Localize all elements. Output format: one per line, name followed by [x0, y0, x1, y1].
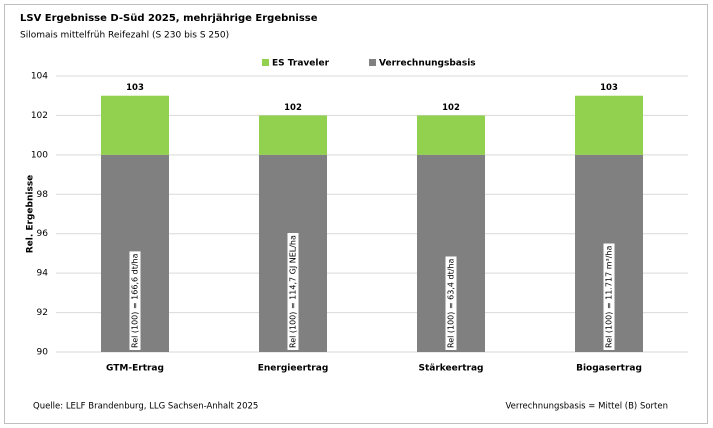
total-label: 103	[600, 83, 618, 93]
total-label: 103	[126, 83, 144, 93]
x-tick-label: GTM-Ertrag	[106, 364, 164, 374]
note: Verrechnungsbasis = Mittel (B) Sorten	[505, 402, 668, 412]
y-tick-label: 96	[37, 229, 49, 239]
legend-label: ES Traveler	[272, 59, 330, 69]
chart-title: LSV Ergebnisse D-Süd 2025, mehrjährige E…	[20, 13, 318, 24]
y-tick-label: 90	[37, 348, 49, 358]
y-tick-label: 92	[37, 308, 48, 318]
annotation: Rel (100) = 166,6 dt/ha	[131, 253, 140, 348]
legend-label: Verrechnungsbasis	[379, 59, 476, 69]
y-tick-label: 104	[31, 72, 48, 82]
bar-segment	[259, 115, 327, 155]
annotation: Rel (100) = 114,7 GJ NEL/ha	[289, 235, 298, 348]
annotation-box	[287, 233, 299, 350]
y-tick-label: 100	[31, 150, 48, 160]
x-tick-label: Stärkeertrag	[419, 364, 484, 374]
legend-swatch	[369, 59, 377, 66]
total-label: 102	[284, 103, 302, 113]
source: Quelle: LELF Brandenburg, LLG Sachsen-An…	[33, 402, 258, 412]
x-tick-label: Energieertrag	[258, 364, 329, 374]
y-tick-label: 94	[37, 269, 49, 279]
chart-subtitle: Silomais mittelfrüh Reifezahl (S 230 bis…	[20, 31, 229, 41]
annotation-box	[603, 243, 615, 350]
total-label: 102	[442, 103, 460, 113]
legend-swatch	[262, 59, 269, 66]
annotation: Rel (100) = 11.717 m³/ha	[605, 246, 614, 348]
y-tick-label: 98	[37, 190, 49, 200]
y-tick-label: 102	[31, 111, 48, 121]
y-axis-label: Rel. Ergebnisse	[26, 175, 36, 254]
annotation: Rel (100) = 63,4 dt/ha	[447, 258, 456, 348]
bar-segment	[101, 95, 169, 155]
x-tick-label: Biogasertrag	[576, 364, 642, 374]
bar-segment	[575, 95, 643, 155]
annotation-box	[129, 251, 141, 350]
annotation-box	[445, 256, 457, 350]
bar-segment	[417, 115, 485, 155]
